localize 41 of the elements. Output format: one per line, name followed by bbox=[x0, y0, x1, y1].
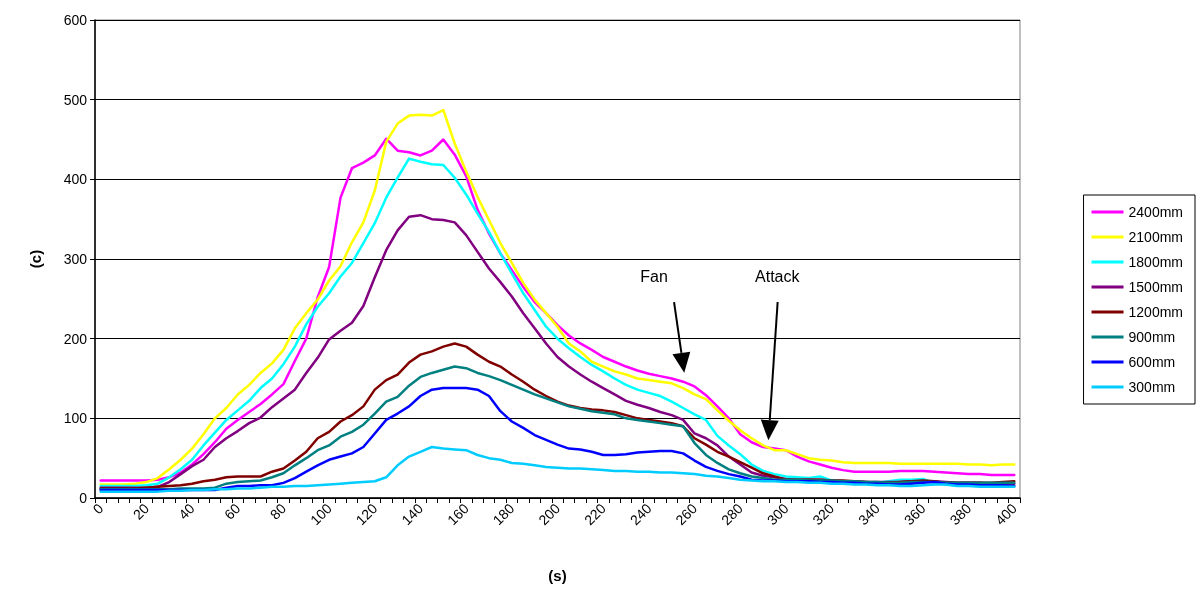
x-tick-label: 0 bbox=[89, 500, 107, 518]
legend-label: 1800mm bbox=[1128, 254, 1183, 270]
legend-label: 1500mm bbox=[1128, 279, 1183, 295]
x-tick-label: 140 bbox=[398, 500, 427, 529]
x-tick-label: 360 bbox=[900, 500, 929, 529]
line-series bbox=[99, 445, 1016, 493]
x-tick-label: 320 bbox=[809, 500, 838, 529]
x-tick-label: 180 bbox=[489, 500, 518, 529]
y-tick-label: 300 bbox=[63, 251, 88, 267]
legend-label: 600mm bbox=[1128, 354, 1176, 370]
y-tick-label: 400 bbox=[63, 171, 88, 188]
y-axis-title: (c) bbox=[27, 249, 44, 269]
x-tick-label: 240 bbox=[626, 500, 655, 529]
x-tick-label: 380 bbox=[946, 500, 975, 529]
x-tick-label: 40 bbox=[175, 500, 198, 523]
legend-label: 900mm bbox=[1128, 329, 1176, 345]
y-tick-label: 500 bbox=[63, 91, 88, 108]
x-tick-label: 120 bbox=[352, 500, 381, 529]
annotation: Fan bbox=[640, 268, 668, 286]
x-tick-label: 400 bbox=[992, 500, 1021, 529]
y-tick-label: 0 bbox=[79, 490, 88, 506]
x-tick-label: 220 bbox=[581, 500, 609, 529]
x-tick-label: 20 bbox=[129, 500, 153, 523]
annotation: Attack bbox=[755, 268, 801, 286]
legend-label: 2400mm bbox=[1128, 204, 1183, 220]
x-tick-label: 60 bbox=[221, 500, 244, 523]
x-axis-title: (s) bbox=[548, 567, 567, 584]
x-tick-label: 160 bbox=[443, 500, 472, 529]
y-tick-label: 100 bbox=[63, 410, 88, 427]
y-tick-label: 600 bbox=[63, 12, 88, 28]
legend-label: 300mm bbox=[1128, 379, 1176, 395]
x-tick-label: 340 bbox=[855, 500, 884, 529]
x-tick-label: 200 bbox=[535, 500, 564, 529]
x-tick-label: 300 bbox=[763, 500, 792, 529]
y-tick-label: 200 bbox=[63, 330, 88, 347]
x-tick-label: 260 bbox=[672, 500, 701, 529]
x-tick-label: 80 bbox=[266, 500, 290, 523]
legend-label: 1200mm bbox=[1128, 304, 1183, 320]
legend-label: 2100mm bbox=[1128, 229, 1183, 245]
x-tick-label: 280 bbox=[718, 500, 747, 529]
x-tick-label: 100 bbox=[306, 500, 335, 529]
